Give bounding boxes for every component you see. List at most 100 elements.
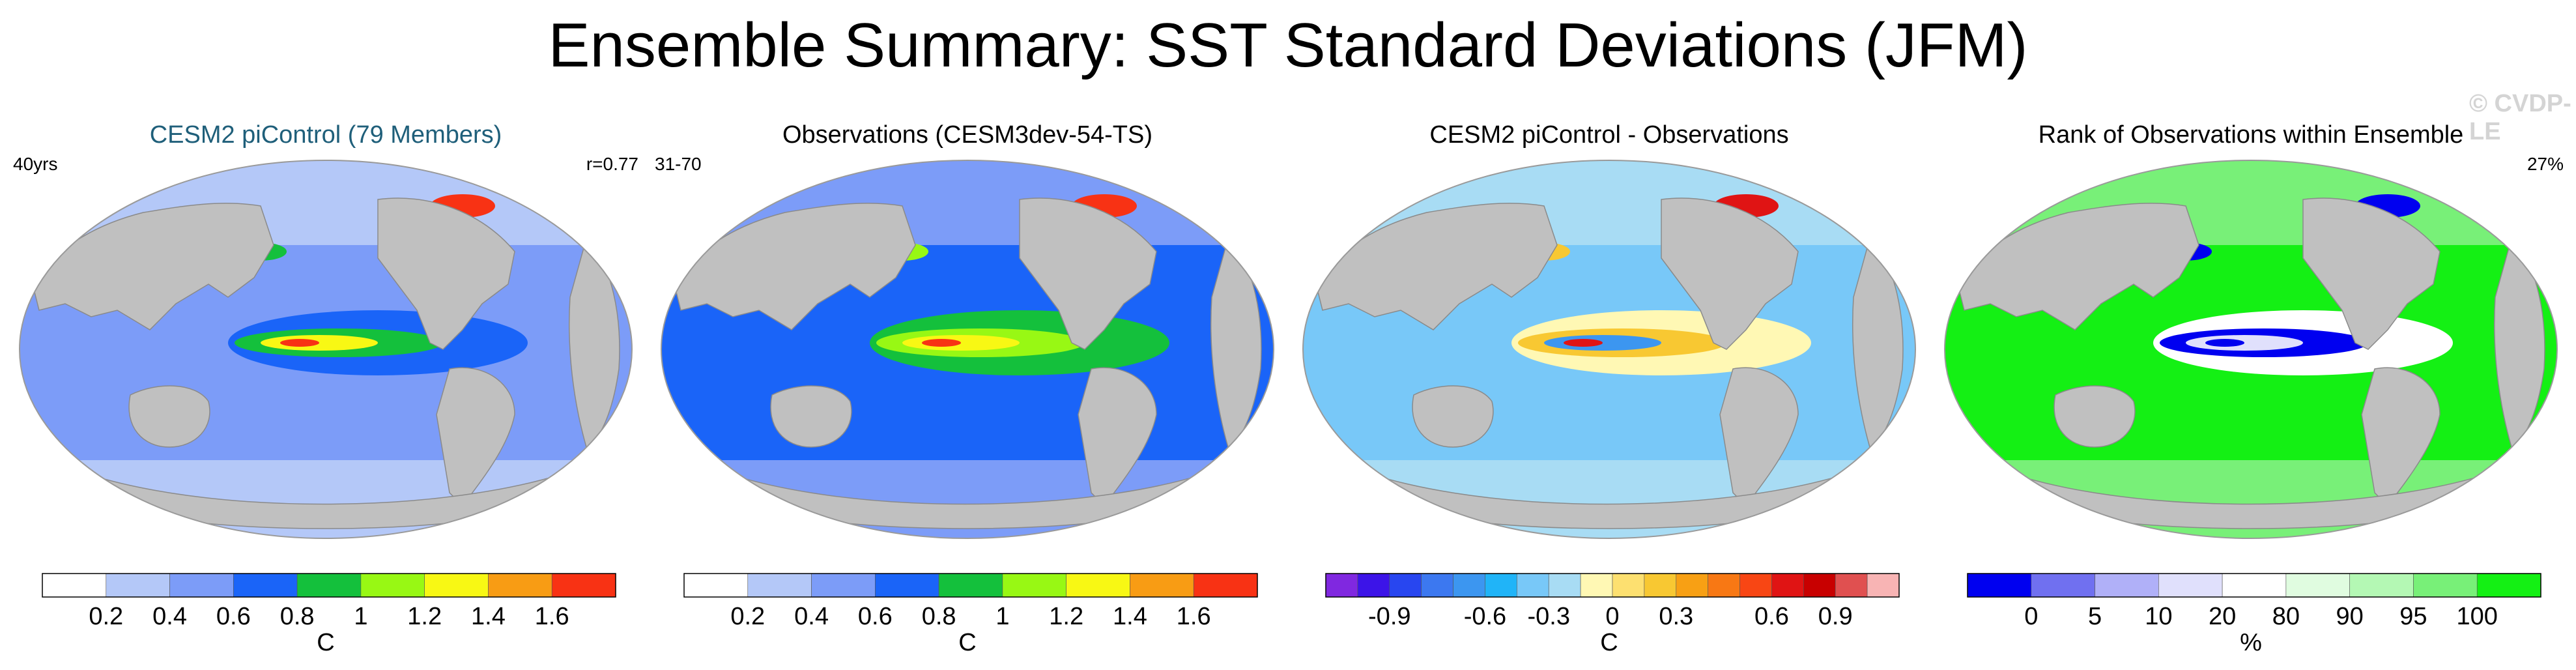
colorbar-tick-label: 1.2 bbox=[1049, 603, 1083, 630]
colorbar-tick-label: 0.8 bbox=[922, 603, 956, 630]
colorbar-tick-label: 1.6 bbox=[1177, 603, 1211, 630]
colorbar-tick-label: 1.6 bbox=[535, 603, 569, 630]
australia-land bbox=[770, 385, 852, 448]
colorbar-tick-label: 10 bbox=[2145, 603, 2172, 630]
panel-title: CESM2 piControl (79 Members) bbox=[149, 121, 502, 149]
colorbar-swatch bbox=[42, 573, 107, 598]
colorbar-tick-label: 0.4 bbox=[152, 603, 187, 630]
equatorial-max bbox=[1564, 339, 1603, 347]
colorbar-tick-label: 95 bbox=[2399, 603, 2427, 630]
colorbar-tick-label: 0.2 bbox=[730, 603, 765, 630]
colorbar-tick-label: 1.2 bbox=[407, 603, 442, 630]
australia-land bbox=[2054, 385, 2136, 448]
colorbar-tick-label: 0.6 bbox=[858, 603, 893, 630]
colorbar-tick-label: 100 bbox=[2457, 603, 2498, 630]
colorbar-swatch bbox=[1580, 573, 1613, 598]
colorbar-swatch bbox=[1612, 573, 1645, 598]
colorbar-tick-label: 90 bbox=[2336, 603, 2364, 630]
southern-ocean-field bbox=[1945, 460, 2557, 538]
colorbar-swatch bbox=[2476, 573, 2541, 598]
colorbar-tick-label: 80 bbox=[2272, 603, 2300, 630]
colorbar-swatch bbox=[811, 573, 876, 598]
colorbar-swatch bbox=[360, 573, 425, 598]
colorbar-tick-label: 0.8 bbox=[280, 603, 315, 630]
colorbar-swatch bbox=[875, 573, 939, 598]
colorbar: -0.9 -0.6 -0.3 0 0.3 0.6 0.9 C bbox=[1325, 573, 1900, 656]
colorbar-swatch bbox=[2285, 573, 2350, 598]
colorbar-swatch bbox=[2031, 573, 2095, 598]
colorbar-tick-label: 1.4 bbox=[1113, 603, 1147, 630]
map bbox=[1943, 159, 2558, 540]
map bbox=[1302, 159, 1917, 540]
panel-rank: Rank of Observations within Ensemble 27%… bbox=[1938, 115, 2564, 662]
colorbar-swatch bbox=[1066, 573, 1130, 598]
map-outline bbox=[660, 159, 1275, 540]
colorbar-swatch bbox=[1739, 573, 1772, 598]
colorbar-swatch bbox=[1453, 573, 1485, 598]
colorbar-tick-label: 0 bbox=[1605, 603, 1619, 630]
colorbar-swatch bbox=[747, 573, 812, 598]
colorbar-frame bbox=[683, 573, 1258, 598]
colorbar-swatch bbox=[2158, 573, 2223, 598]
colorbar-swatch bbox=[1708, 573, 1740, 598]
colorbar-swatch bbox=[233, 573, 298, 598]
colorbar-tick-label: 0.4 bbox=[794, 603, 829, 630]
colorbar-tick-label: -0.3 bbox=[1527, 603, 1569, 630]
colorbar: 0 5 10 20 80 90 95 100% bbox=[1967, 573, 2541, 656]
colorbar-tick-label: -0.6 bbox=[1464, 603, 1506, 630]
colorbar-swatch bbox=[1130, 573, 1194, 598]
equatorial-max bbox=[280, 339, 319, 347]
colorbar-frame bbox=[42, 573, 616, 598]
panel-cesm2-picontrol: CESM2 piControl (79 Members) 40yrs r=0.7… bbox=[13, 115, 638, 662]
colorbar-tick-label: 1 bbox=[995, 603, 1009, 630]
colorbar-swatch bbox=[1002, 573, 1066, 598]
north-america-land bbox=[377, 197, 515, 350]
colorbar-swatch bbox=[2095, 573, 2159, 598]
australia-land bbox=[1412, 385, 1494, 448]
colorbar-swatch bbox=[938, 573, 1003, 598]
north-america-land bbox=[1661, 197, 1799, 350]
equatorial-max bbox=[922, 339, 961, 347]
southern-ocean-field bbox=[1303, 460, 1915, 538]
colorbar-swatch bbox=[1803, 573, 1836, 598]
colorbar-swatch bbox=[1835, 573, 1868, 598]
map-outline bbox=[1302, 159, 1917, 540]
colorbar-swatch bbox=[296, 573, 362, 598]
colorbar-swatch bbox=[683, 573, 749, 598]
panel-title: Observations (CESM3dev-54-TS) bbox=[782, 121, 1153, 149]
colorbar-swatch bbox=[1967, 573, 2032, 598]
colorbar-swatch bbox=[1485, 573, 1517, 598]
colorbar: 0.2 0.4 0.6 0.8 1 1.2 1.4 1.6 C bbox=[683, 573, 1258, 656]
colorbar-swatch bbox=[2222, 573, 2287, 598]
panel-right-label: r=0.77 bbox=[586, 154, 638, 174]
colorbar-swatch bbox=[1644, 573, 1677, 598]
colorbar-swatch bbox=[1389, 573, 1422, 598]
colorbar-tick-label: 0.3 bbox=[1659, 603, 1693, 630]
colorbar-swatch bbox=[551, 573, 616, 598]
panel-observations: Observations (CESM3dev-54-TS) 31-70 0.2 0… bbox=[655, 115, 1280, 662]
colorbar-swatch bbox=[1548, 573, 1581, 598]
colorbar-tick-label: 0 bbox=[2024, 603, 2038, 630]
colorbar-swatch bbox=[169, 573, 234, 598]
colorbar-frame bbox=[1325, 573, 1900, 598]
watermark: © CVDP-LE bbox=[2469, 90, 2571, 145]
colorbar-swatch bbox=[2349, 573, 2414, 598]
colorbar-swatch bbox=[106, 573, 170, 598]
figure-title: Ensemble Summary: SST Standard Deviation… bbox=[548, 10, 2028, 80]
panel-difference: CESM2 piControl - Observations -0.9 -0.6-… bbox=[1296, 115, 1922, 662]
map bbox=[18, 159, 633, 540]
panel-left-label: 40yrs bbox=[13, 154, 58, 174]
panel-title: CESM2 piControl - Observations bbox=[1429, 121, 1789, 149]
panel-title: Rank of Observations within Ensemble bbox=[2038, 121, 2464, 149]
panel-right-label: 27% bbox=[2526, 154, 2564, 174]
colorbar: 0.2 0.4 0.6 0.8 1 1.2 1.4 1.6 C bbox=[42, 573, 616, 656]
colorbar-unit-label: % bbox=[2240, 629, 2262, 656]
panel-left-label: 31-70 bbox=[655, 154, 702, 174]
southern-ocean-field bbox=[661, 460, 1274, 538]
north-america-land bbox=[1019, 197, 1157, 350]
colorbar-swatch bbox=[424, 573, 489, 598]
north-america-land bbox=[2302, 197, 2440, 350]
colorbar-unit-label: C bbox=[958, 629, 976, 656]
colorbar-swatch bbox=[1771, 573, 1804, 598]
map bbox=[660, 159, 1275, 540]
